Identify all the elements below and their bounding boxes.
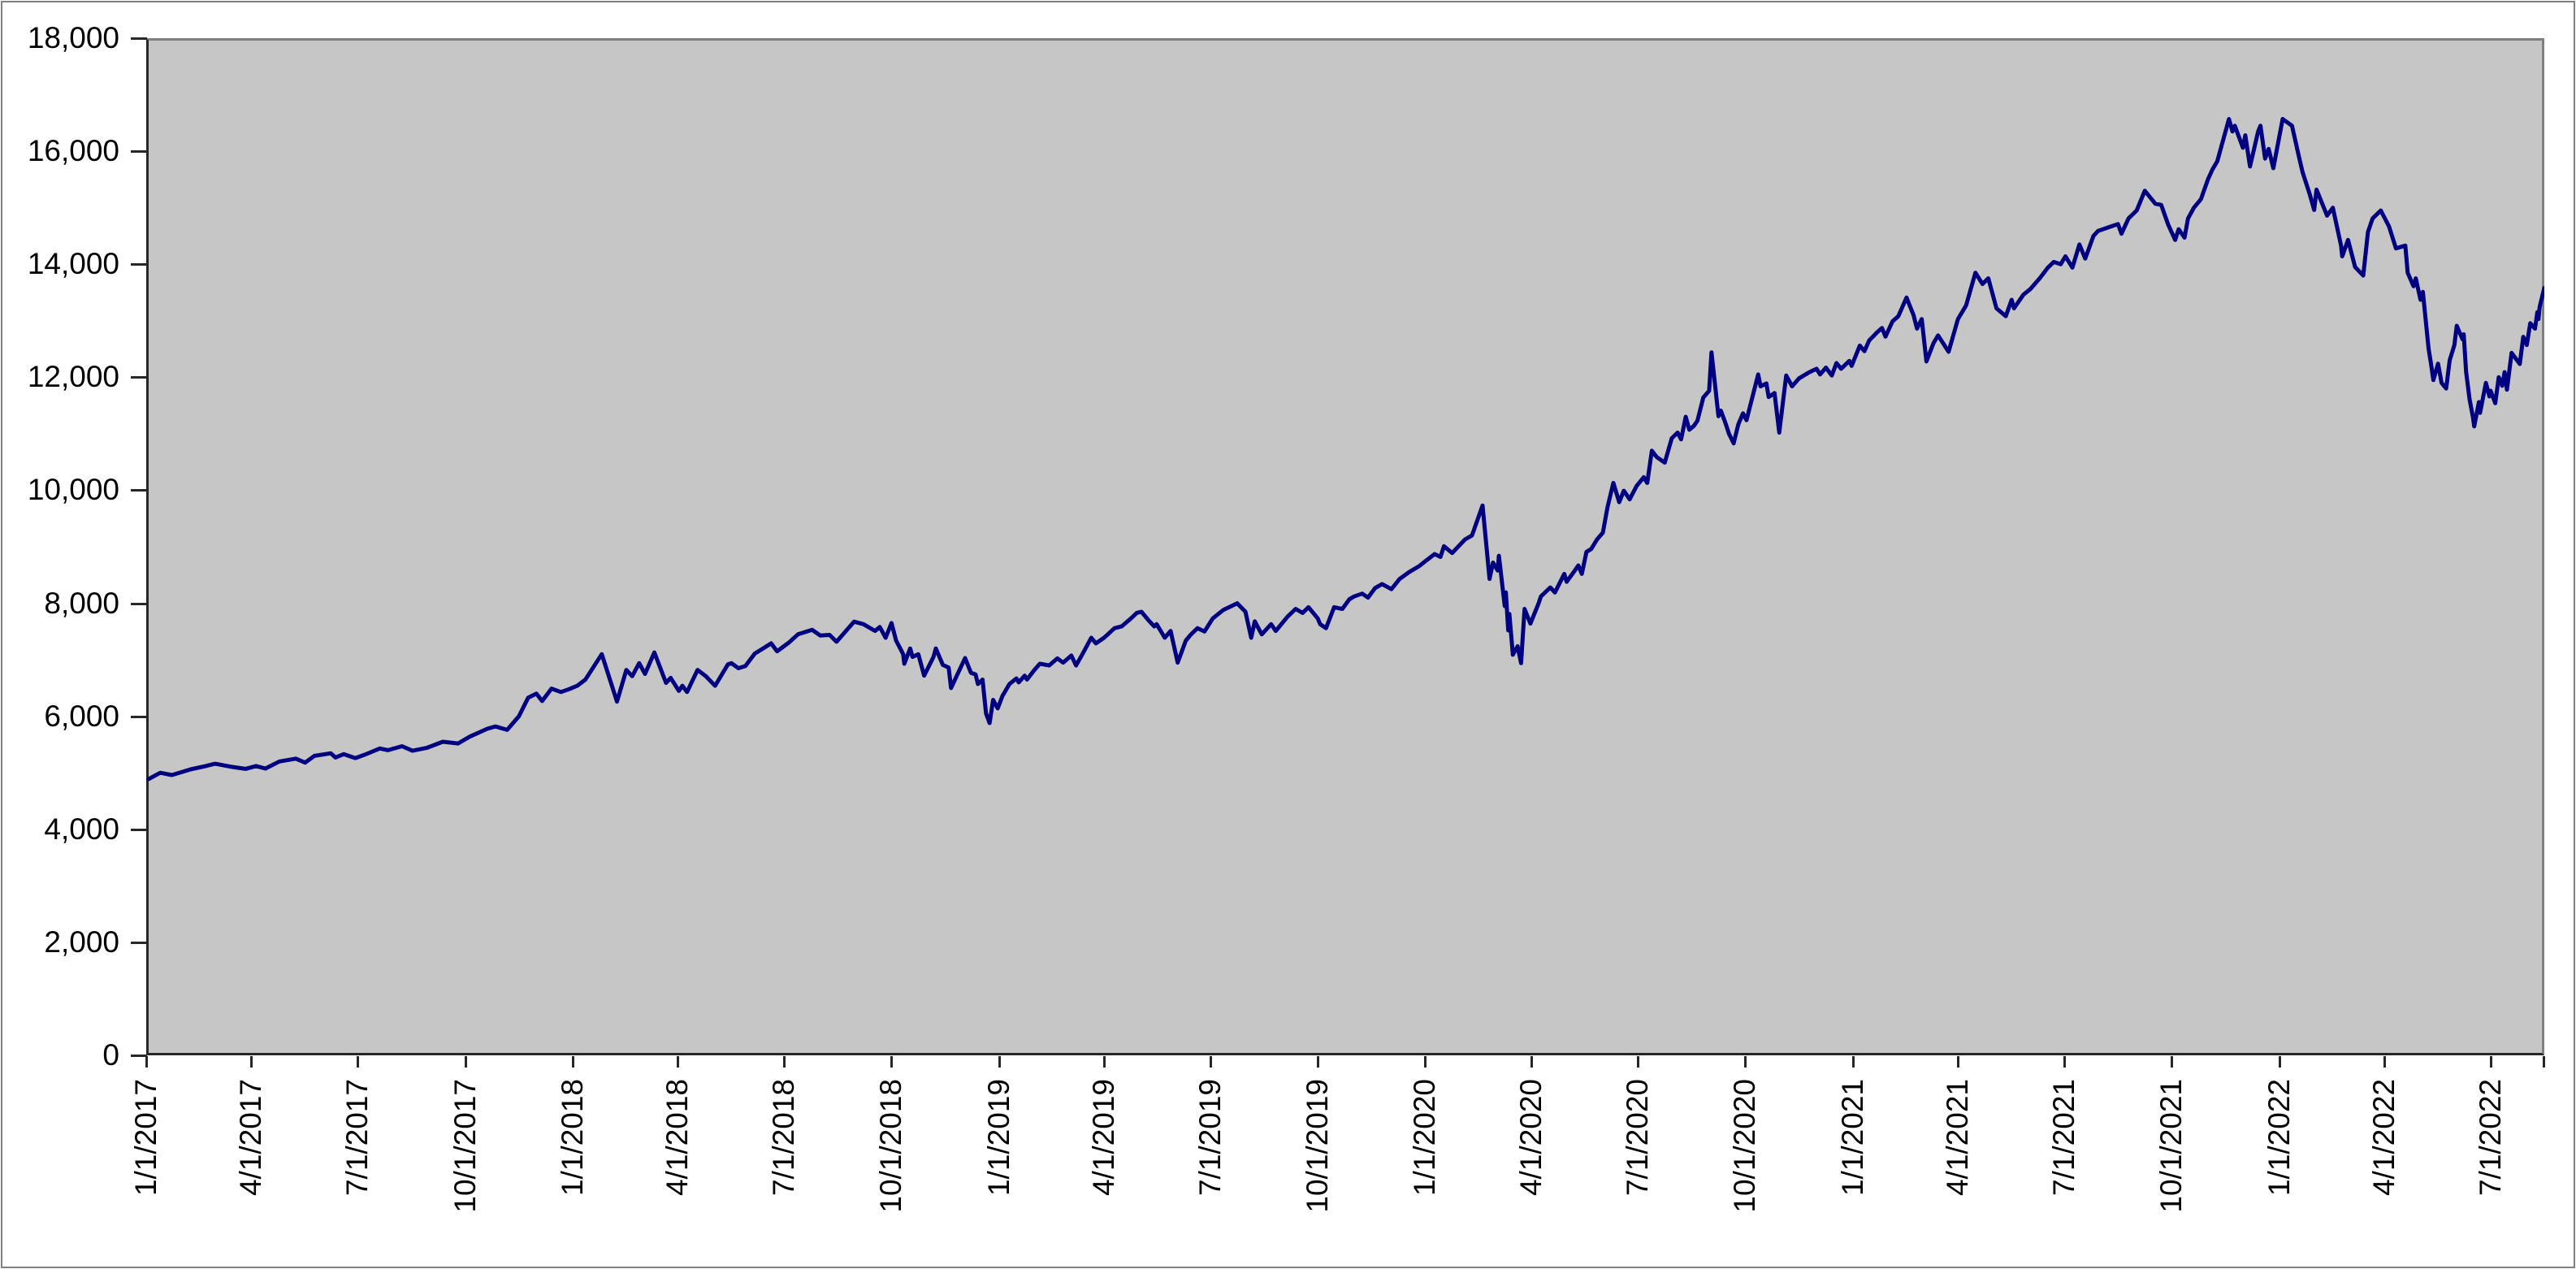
price-line-chart xyxy=(146,117,2544,782)
x-tick-label: 1/1/2022 xyxy=(2262,1079,2296,1197)
x-tick-label: 10/1/2021 xyxy=(2154,1079,2189,1213)
y-tick-label: 14,000 xyxy=(27,247,119,281)
y-tick-label: 2,000 xyxy=(44,925,119,959)
x-tick-label: 1/1/2020 xyxy=(1408,1079,1442,1197)
x-tick-label: 4/1/2018 xyxy=(660,1079,695,1197)
x-tick-label: 10/1/2017 xyxy=(448,1079,482,1213)
x-axis-tick xyxy=(2063,1056,2067,1068)
y-axis-tick xyxy=(131,37,147,40)
y-tick-label: 4,000 xyxy=(44,812,119,846)
x-tick-label: 4/1/2020 xyxy=(1514,1079,1548,1197)
y-tick-label: 12,000 xyxy=(27,360,119,394)
x-axis-end-tick xyxy=(2543,1056,2545,1068)
y-axis-tick xyxy=(131,376,147,379)
y-axis-tick xyxy=(131,489,147,492)
x-tick-label: 1/1/2017 xyxy=(129,1079,162,1197)
y-tick-label: 0 xyxy=(102,1038,119,1072)
x-tick-label: 1/1/2019 xyxy=(981,1079,1015,1197)
x-axis-tick xyxy=(145,1056,148,1068)
price-line xyxy=(146,117,2544,782)
x-tick-label: 4/1/2021 xyxy=(1941,1079,1975,1197)
x-tick-label: 7/1/2018 xyxy=(767,1079,801,1197)
x-tick-label: 7/1/2021 xyxy=(2047,1079,2081,1197)
x-tick-label: 7/1/2019 xyxy=(1193,1079,1227,1197)
x-tick-label: 10/1/2019 xyxy=(1301,1079,1335,1213)
x-axis-tick xyxy=(1851,1056,1855,1068)
y-axis-tick xyxy=(131,828,147,831)
x-tick-label: 10/1/2020 xyxy=(1728,1079,1762,1213)
x-axis-tick xyxy=(783,1056,786,1068)
x-tick-label: 10/1/2018 xyxy=(874,1079,908,1213)
x-tick-label: 7/1/2020 xyxy=(1621,1079,1655,1197)
x-tick-label: 4/1/2022 xyxy=(2367,1079,2401,1197)
x-axis-tick xyxy=(1530,1056,1534,1068)
x-tick-label: 7/1/2022 xyxy=(2473,1079,2507,1197)
x-axis-tick xyxy=(890,1056,894,1068)
x-axis-tick xyxy=(1209,1056,1212,1068)
y-tick-label: 18,000 xyxy=(27,21,119,54)
y-axis-tick xyxy=(131,941,147,944)
y-axis-tick xyxy=(131,263,147,266)
x-axis-tick xyxy=(677,1056,680,1068)
x-axis-tick xyxy=(2278,1056,2281,1068)
x-axis-tick xyxy=(1424,1056,1427,1068)
x-axis-tick xyxy=(2171,1056,2174,1068)
x-axis-tick xyxy=(571,1056,574,1068)
plot-area xyxy=(146,38,2544,1055)
y-axis-tick xyxy=(131,715,147,718)
x-axis-tick xyxy=(464,1056,467,1068)
x-tick-label: 4/1/2017 xyxy=(234,1079,268,1197)
x-axis-tick xyxy=(1637,1056,1640,1068)
x-axis-tick xyxy=(1103,1056,1106,1068)
y-tick-label: 8,000 xyxy=(44,586,119,620)
y-tick-label: 16,000 xyxy=(27,134,119,168)
y-tick-label: 10,000 xyxy=(27,473,119,507)
x-tick-label: 1/1/2021 xyxy=(1835,1079,1869,1197)
x-axis-tick xyxy=(1744,1056,1747,1068)
x-axis-tick xyxy=(1317,1056,1320,1068)
x-tick-label: 7/1/2017 xyxy=(340,1079,374,1197)
x-tick-label: 1/1/2018 xyxy=(555,1079,589,1197)
y-tick-label: 6,000 xyxy=(44,699,119,733)
x-axis-tick xyxy=(2383,1056,2386,1068)
y-axis-tick xyxy=(131,602,147,605)
x-axis-tick xyxy=(357,1056,360,1068)
x-axis-tick xyxy=(250,1056,253,1068)
y-axis-tick xyxy=(131,1055,147,1057)
x-tick-label: 4/1/2019 xyxy=(1087,1079,1121,1197)
x-axis-tick xyxy=(998,1056,1001,1068)
y-axis-tick xyxy=(131,150,147,154)
x-axis-tick xyxy=(2489,1056,2492,1068)
x-axis-tick xyxy=(1957,1056,1960,1068)
